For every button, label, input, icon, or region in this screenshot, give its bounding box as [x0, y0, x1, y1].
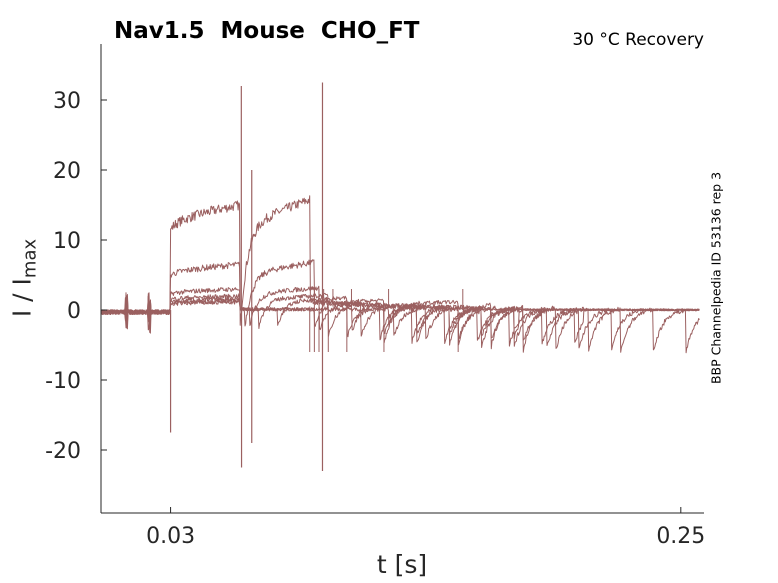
channelpedia-id-label: BBP Channelpedia ID 53136 rep 3 — [708, 171, 724, 385]
y-tick-label: 0 — [67, 299, 81, 324]
chart-subtitle: 30 °C Recovery — [572, 30, 704, 50]
y-tick-label: -10 — [45, 369, 81, 394]
current-trace — [100, 293, 700, 351]
current-trace — [100, 295, 700, 354]
trace-group — [100, 82, 700, 471]
chart-title: Nav1.5 Mouse CHO_FT — [114, 18, 420, 44]
current-trace — [100, 259, 700, 327]
axes-group: 30 20 10 0 -10 -20 0.03 0.25 — [45, 44, 705, 549]
x-axis-label: t [s] — [376, 550, 428, 579]
x-tick-label: 0.25 — [656, 524, 705, 549]
y-tick-label: 10 — [53, 229, 81, 254]
y-axis-label-main: I / I — [7, 278, 37, 318]
y-axis-label-subscript: max — [19, 238, 41, 279]
y-tick-label: -20 — [45, 439, 81, 464]
y-tick-label: 20 — [53, 159, 81, 184]
y-axis-label: I / Imax — [8, 239, 41, 317]
x-tick-label: 0.03 — [146, 524, 195, 549]
y-tick-label: 30 — [53, 89, 81, 114]
